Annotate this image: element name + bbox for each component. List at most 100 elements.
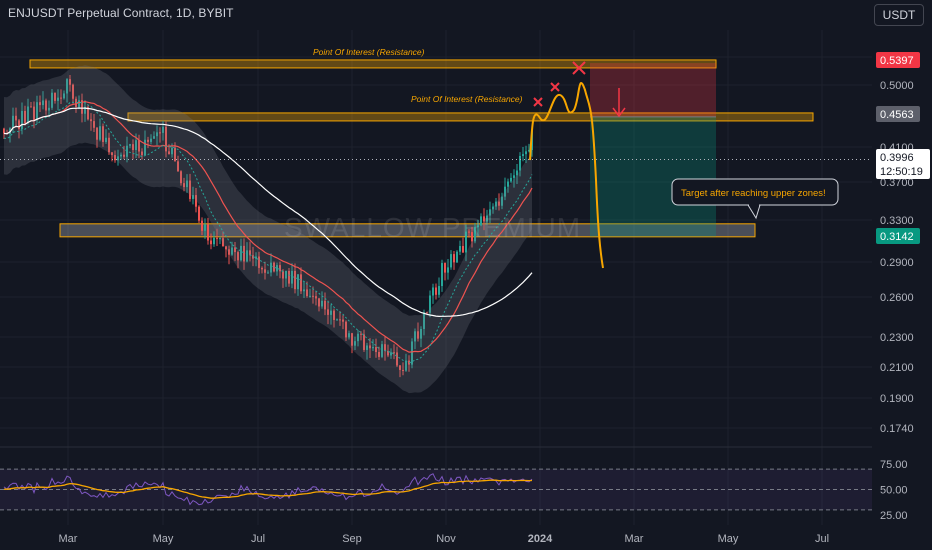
candle-body xyxy=(411,341,413,365)
candle-body xyxy=(378,352,380,357)
candle-body xyxy=(81,100,83,114)
candle-body xyxy=(243,245,245,262)
ma-20-line xyxy=(3,100,533,353)
candle-body xyxy=(465,231,467,253)
candle-body xyxy=(18,120,20,130)
candle-body xyxy=(132,144,134,150)
y-tick-label: 0.2900 xyxy=(880,257,914,269)
candle-body xyxy=(513,175,515,178)
candle-body xyxy=(3,128,5,134)
candle-body xyxy=(144,139,146,156)
time-axis[interactable]: Mar May Jul Sep Nov 2024 Mar May Jul xyxy=(59,533,830,545)
candle-body xyxy=(375,347,377,353)
badge-stop-text: 0.5397 xyxy=(880,55,914,67)
rejection-x-marker xyxy=(572,61,586,75)
candle-body xyxy=(108,137,110,153)
candle-body xyxy=(153,136,155,139)
candle-body xyxy=(489,209,491,216)
candle-body xyxy=(405,360,407,371)
candle-body xyxy=(444,263,446,273)
candle-body xyxy=(198,206,200,221)
ma-short-line xyxy=(3,101,533,364)
candle-body xyxy=(231,247,233,255)
indicators-layer xyxy=(0,65,872,394)
badge-target-text: 0.3142 xyxy=(880,231,914,243)
candle-body xyxy=(480,216,482,226)
x-tick-label: Jul xyxy=(815,533,829,545)
badge-last-text: 0.3996 xyxy=(880,152,914,164)
candle-body xyxy=(318,298,320,307)
ma-200-line xyxy=(3,107,533,318)
candle-body xyxy=(477,225,479,228)
zone-rect xyxy=(29,59,717,69)
target-callout[interactable]: Target after reaching upper zones! xyxy=(671,178,839,220)
candle-body xyxy=(96,127,98,140)
candle-body xyxy=(306,289,308,297)
candle-body xyxy=(525,151,527,155)
candle-body xyxy=(414,331,416,342)
y-tick-label: 0.5000 xyxy=(880,80,914,92)
badge-stop: 0.5397 xyxy=(876,52,920,68)
candle-body xyxy=(48,107,50,111)
currency-button[interactable]: USDT xyxy=(874,4,924,26)
candle-body xyxy=(417,331,419,339)
rejection-x-marker xyxy=(533,97,543,107)
candle-body xyxy=(27,106,29,124)
rsi-pane[interactable]: 75.00 50.00 25.00 xyxy=(0,459,908,522)
candle-body xyxy=(492,206,494,210)
candle-body xyxy=(63,93,65,99)
candle-body xyxy=(291,270,293,284)
candle-body xyxy=(486,215,488,222)
candle-body xyxy=(258,256,260,268)
projection-layer xyxy=(529,61,626,269)
candle-body xyxy=(312,295,314,297)
candle-body xyxy=(126,145,128,157)
candle-body xyxy=(105,137,107,142)
candle-body xyxy=(450,254,452,268)
badge-entry: 0.4563 xyxy=(876,106,920,122)
candle-body xyxy=(138,140,140,152)
candle-body xyxy=(303,289,305,292)
candle-body xyxy=(60,97,62,99)
candle-body xyxy=(429,295,431,313)
x-tick-label: Mar xyxy=(625,533,644,545)
candle-body xyxy=(156,132,158,137)
badge-last: 0.3996 12:50:19 xyxy=(876,149,930,179)
candle-body xyxy=(348,333,350,338)
badge-countdown-text: 12:50:19 xyxy=(880,166,923,178)
candle-body xyxy=(207,224,209,241)
watermark-text: SWALLOW PREMIUM xyxy=(284,212,581,243)
x-tick-label: May xyxy=(718,533,739,545)
y-tick-label: 0.2100 xyxy=(880,362,914,374)
zones-layer xyxy=(29,59,814,238)
candle-body xyxy=(441,263,443,287)
x-tick-label: Mar xyxy=(59,533,78,545)
candle-body xyxy=(423,312,425,329)
rsi-level-label: 50.00 xyxy=(880,485,908,497)
candle-body xyxy=(114,155,116,161)
candle-body xyxy=(471,232,473,242)
candle-body xyxy=(240,245,242,261)
candle-body xyxy=(270,262,272,273)
position-tool[interactable] xyxy=(590,63,716,237)
candle-body xyxy=(225,246,227,250)
rejection-x-marker xyxy=(550,82,560,92)
candle-body xyxy=(516,170,518,176)
candle-body xyxy=(147,139,149,142)
candle-body xyxy=(141,151,143,156)
candle-body xyxy=(255,256,257,259)
badge-entry-text: 0.4563 xyxy=(880,109,914,121)
candle-body xyxy=(366,345,368,350)
candle-body xyxy=(369,345,371,349)
rsi-level-label: 25.00 xyxy=(880,510,908,522)
candle-body xyxy=(468,231,470,233)
candle-body xyxy=(99,126,101,140)
candle-body xyxy=(372,347,374,349)
candle-body xyxy=(438,286,440,295)
candles-layer xyxy=(3,75,533,378)
candle-body xyxy=(315,296,317,299)
candle-body xyxy=(36,102,38,121)
candle-body xyxy=(195,195,197,207)
candle-body xyxy=(294,270,296,290)
